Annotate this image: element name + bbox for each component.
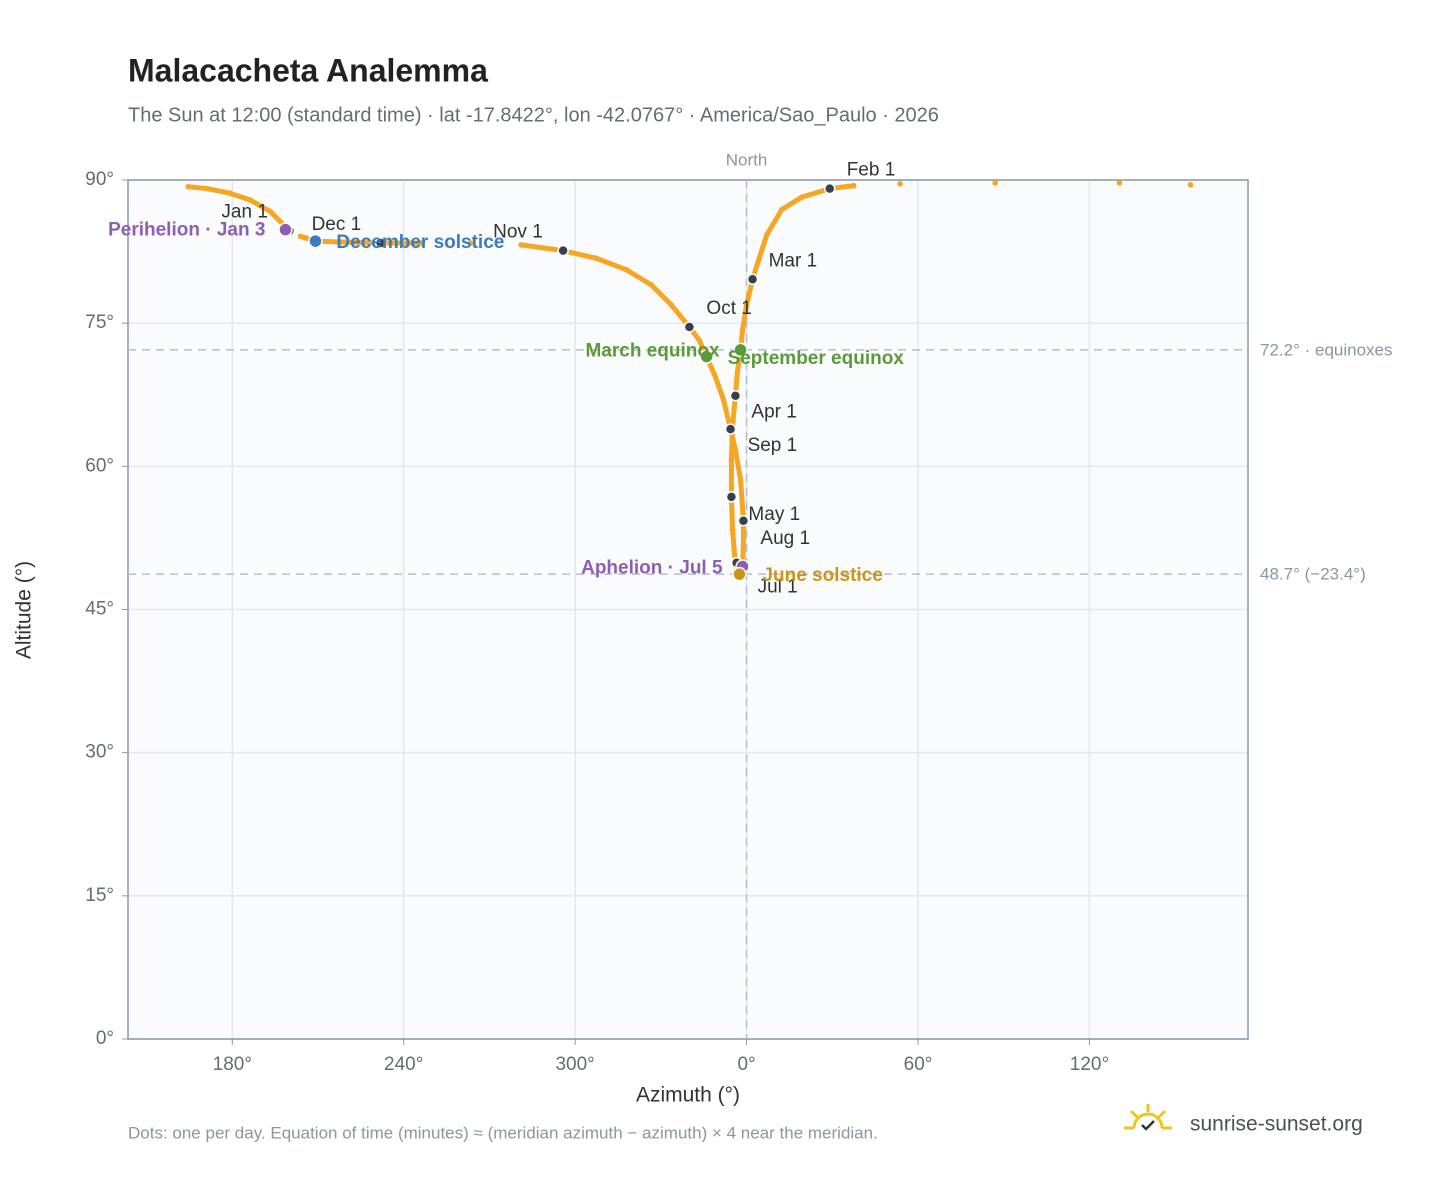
chart-subtitle: The Sun at 12:00 (standard time) · lat -… <box>128 104 939 126</box>
date-label: Apr 1 <box>751 402 796 423</box>
daily-dot <box>731 552 738 558</box>
date-point <box>724 423 737 435</box>
date-label: Jan 1 <box>221 202 267 223</box>
plot-frame <box>127 179 1249 1040</box>
footnote: Dots: one per day. Equation of time (min… <box>128 1123 878 1142</box>
event-label: September equinox <box>728 348 905 369</box>
x-tick-label: 300° <box>555 1054 594 1075</box>
brand-logo <box>1124 1104 1172 1131</box>
y-tick-label: 45° <box>85 599 114 620</box>
daily-dot <box>734 369 741 375</box>
x-tick-label: 120° <box>1070 1054 1109 1075</box>
daily-dot <box>593 255 600 262</box>
date-point <box>557 244 569 257</box>
x-axis-label: Azimuth (°) <box>636 1084 740 1107</box>
chart-title: Malacacheta Analemma <box>128 52 488 88</box>
date-label: Feb 1 <box>847 160 896 181</box>
daily-dot <box>755 257 762 263</box>
x-tick-label: 0° <box>737 1054 755 1075</box>
daily-dot <box>732 447 739 453</box>
daily-dot <box>185 183 192 190</box>
daily-dot <box>648 282 655 288</box>
daily-dot <box>1116 180 1123 186</box>
reference-label: 72.2° · equinoxes <box>1260 340 1393 359</box>
daily-dot <box>668 302 675 308</box>
daily-dot <box>418 240 424 246</box>
event-label: June solstice <box>762 565 882 586</box>
event-label: March equinox <box>585 341 720 362</box>
daily-dot <box>227 190 234 197</box>
date-point <box>374 237 387 249</box>
daily-dot <box>798 194 805 200</box>
daily-dot <box>897 181 903 187</box>
date-label: Dec 1 <box>312 214 362 235</box>
date-label: Sep 1 <box>748 435 798 456</box>
date-label: Mar 1 <box>769 250 818 271</box>
date-point <box>823 182 836 195</box>
x-tick-label: 60° <box>904 1054 933 1075</box>
y-tick-label: 30° <box>85 742 114 763</box>
event-point <box>733 342 748 358</box>
daily-dot <box>267 208 274 215</box>
date-label: Nov 1 <box>493 222 543 243</box>
reference-label: 48.7° (−23.4°) <box>1260 565 1366 584</box>
daily-dot <box>737 476 744 483</box>
date-point <box>737 514 750 527</box>
daily-dot <box>1187 181 1194 188</box>
daily-dot <box>728 456 735 463</box>
analemma-line <box>185 184 292 234</box>
meridian-label: North <box>726 150 768 169</box>
date-label: Aug 1 <box>760 528 810 549</box>
y-tick-label: 75° <box>85 312 114 333</box>
daily-dot <box>518 242 524 248</box>
daily-dot <box>739 327 746 333</box>
date-label: Jul 1 <box>758 577 798 598</box>
daily-dot <box>623 266 630 273</box>
date-point <box>746 273 759 286</box>
y-axis-label: Altitude (°) <box>13 561 36 659</box>
daily-dot <box>711 371 718 378</box>
date-label: May 1 <box>748 504 800 525</box>
event-point <box>699 349 714 364</box>
daily-dot <box>720 396 727 403</box>
daily-dot <box>247 197 254 203</box>
daily-dot <box>992 180 998 186</box>
date-label: Oct 1 <box>706 298 751 319</box>
y-tick-label: 90° <box>85 169 114 190</box>
daily-dot <box>743 302 750 308</box>
event-label: Perihelion · Jan 3 <box>108 220 265 241</box>
event-point <box>308 233 323 249</box>
y-tick-label: 60° <box>85 455 114 476</box>
y-tick-label: 0° <box>96 1028 114 1049</box>
x-tick-label: 180° <box>213 1054 252 1075</box>
brand-name: sunrise-sunset.org <box>1190 1113 1363 1136</box>
event-label: December solstice <box>336 232 504 253</box>
date-point <box>683 321 696 333</box>
date-point <box>729 389 742 402</box>
daily-dot <box>850 182 857 189</box>
daily-dot <box>778 206 785 213</box>
event-point <box>278 222 293 237</box>
y-tick-label: 15° <box>85 885 114 906</box>
daily-dot <box>740 541 747 548</box>
x-tick-label: 240° <box>384 1054 423 1075</box>
event-point <box>732 566 747 582</box>
daily-dot <box>468 240 474 246</box>
daily-dot <box>696 337 703 344</box>
event-label: Aphelion · Jul 5 <box>581 558 723 579</box>
daily-dot <box>337 239 344 245</box>
date-point <box>725 491 738 503</box>
daily-dot <box>204 185 210 192</box>
daily-dot <box>297 233 304 240</box>
daily-dot <box>763 232 770 239</box>
daily-dot <box>729 527 736 534</box>
